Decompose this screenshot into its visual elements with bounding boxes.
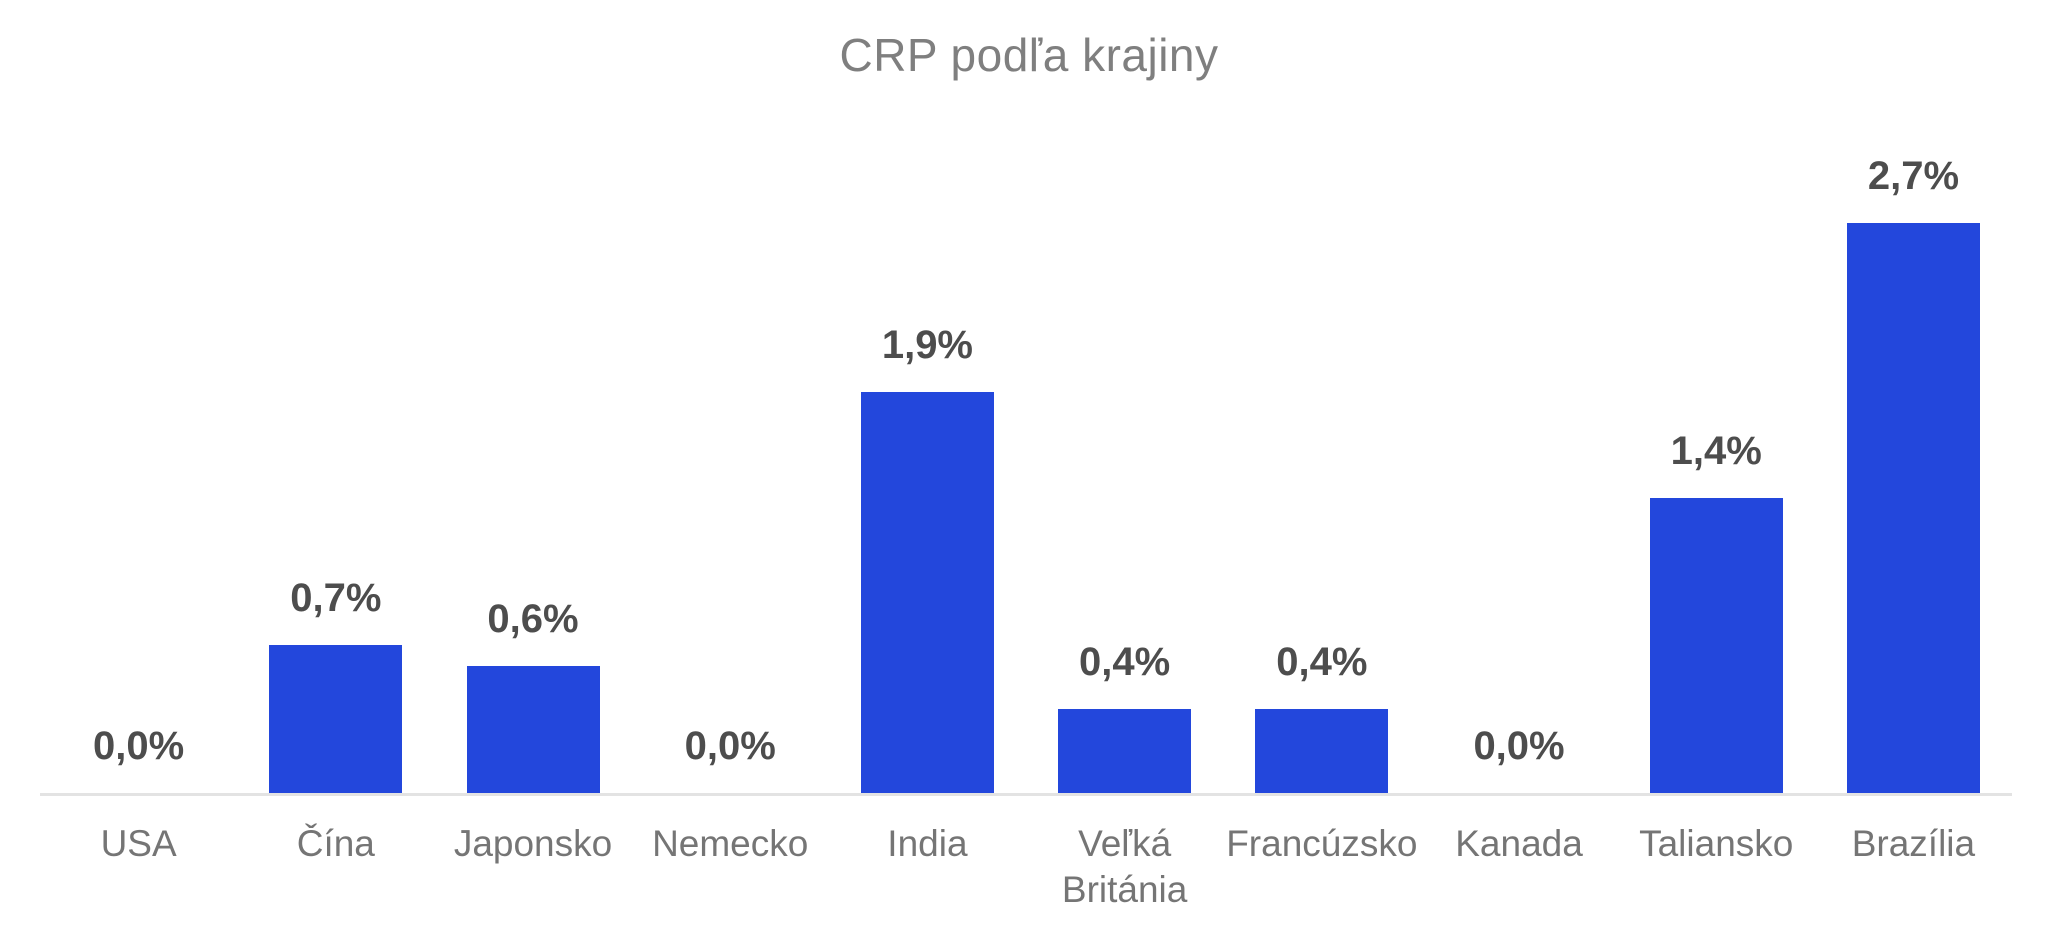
bar <box>860 392 994 793</box>
x-axis-label: Brazília <box>1851 823 1976 864</box>
bar <box>1649 498 1783 793</box>
bar-group: 0,4% <box>1223 640 1420 793</box>
bar-group: 0,0% <box>40 724 237 793</box>
bar-value-label: 2,7% <box>1867 154 1960 198</box>
bar-value-label: 0,4% <box>1276 640 1368 684</box>
bar-value-label: 0,7% <box>290 576 382 620</box>
x-axis-label: Čína <box>296 823 375 864</box>
bar-group: 0,0% <box>1420 724 1617 793</box>
x-axis-label: Japonsko <box>453 823 613 864</box>
bar-series: 0,0% 0,7% 0,6% 0,0% 1,9% 0,4% 0,4% 0,0% 1,4% 2,7% <box>40 154 2012 793</box>
bar <box>1058 709 1192 793</box>
bar-group: 2,7% <box>1815 154 2012 793</box>
plot-area: 0,0% 0,7% 0,6% 0,0% 1,9% 0,4% 0,4% 0,0% 1,4% 2,7% <box>40 154 2012 796</box>
bar-value-label: 1,9% <box>881 323 973 367</box>
x-axis-label: India <box>887 823 968 864</box>
chart-title: CRP podľa krajiny <box>839 29 1219 81</box>
bar-value-label: 0,6% <box>487 597 579 641</box>
bar-value-label: 0,4% <box>1079 640 1171 684</box>
x-axis-label: Francúzsko <box>1226 823 1418 864</box>
bar-group: 0,6% <box>434 597 631 793</box>
bar <box>1846 223 1980 793</box>
bar <box>269 645 403 793</box>
x-axis-label: Nemecko <box>652 823 809 864</box>
x-axis-label: Veľká Británia <box>1061 823 1188 911</box>
bar <box>1255 709 1389 793</box>
bar <box>466 666 600 793</box>
x-axis-label: USA <box>100 823 177 864</box>
bar-group: 1,9% <box>829 323 1026 793</box>
x-axis-label: Kanada <box>1455 823 1583 864</box>
bar-value-label: 0,0% <box>93 724 185 768</box>
bar-value-label: 1,4% <box>1670 429 1762 473</box>
bar-group: 1,4% <box>1618 429 1815 793</box>
x-axis-labels: USA Čína Japonsko Nemecko India Veľká Británi… <box>40 793 2012 914</box>
bar-group: 0,4% <box>1026 640 1223 793</box>
bar-value-label: 0,0% <box>684 724 776 768</box>
bar-group: 0,0% <box>632 724 829 793</box>
x-axis-label: Taliansko <box>1639 823 1794 864</box>
bar-value-label: 0,0% <box>1473 724 1565 768</box>
bar-group: 0,7% <box>237 576 434 793</box>
x-axis-line <box>40 793 2012 796</box>
